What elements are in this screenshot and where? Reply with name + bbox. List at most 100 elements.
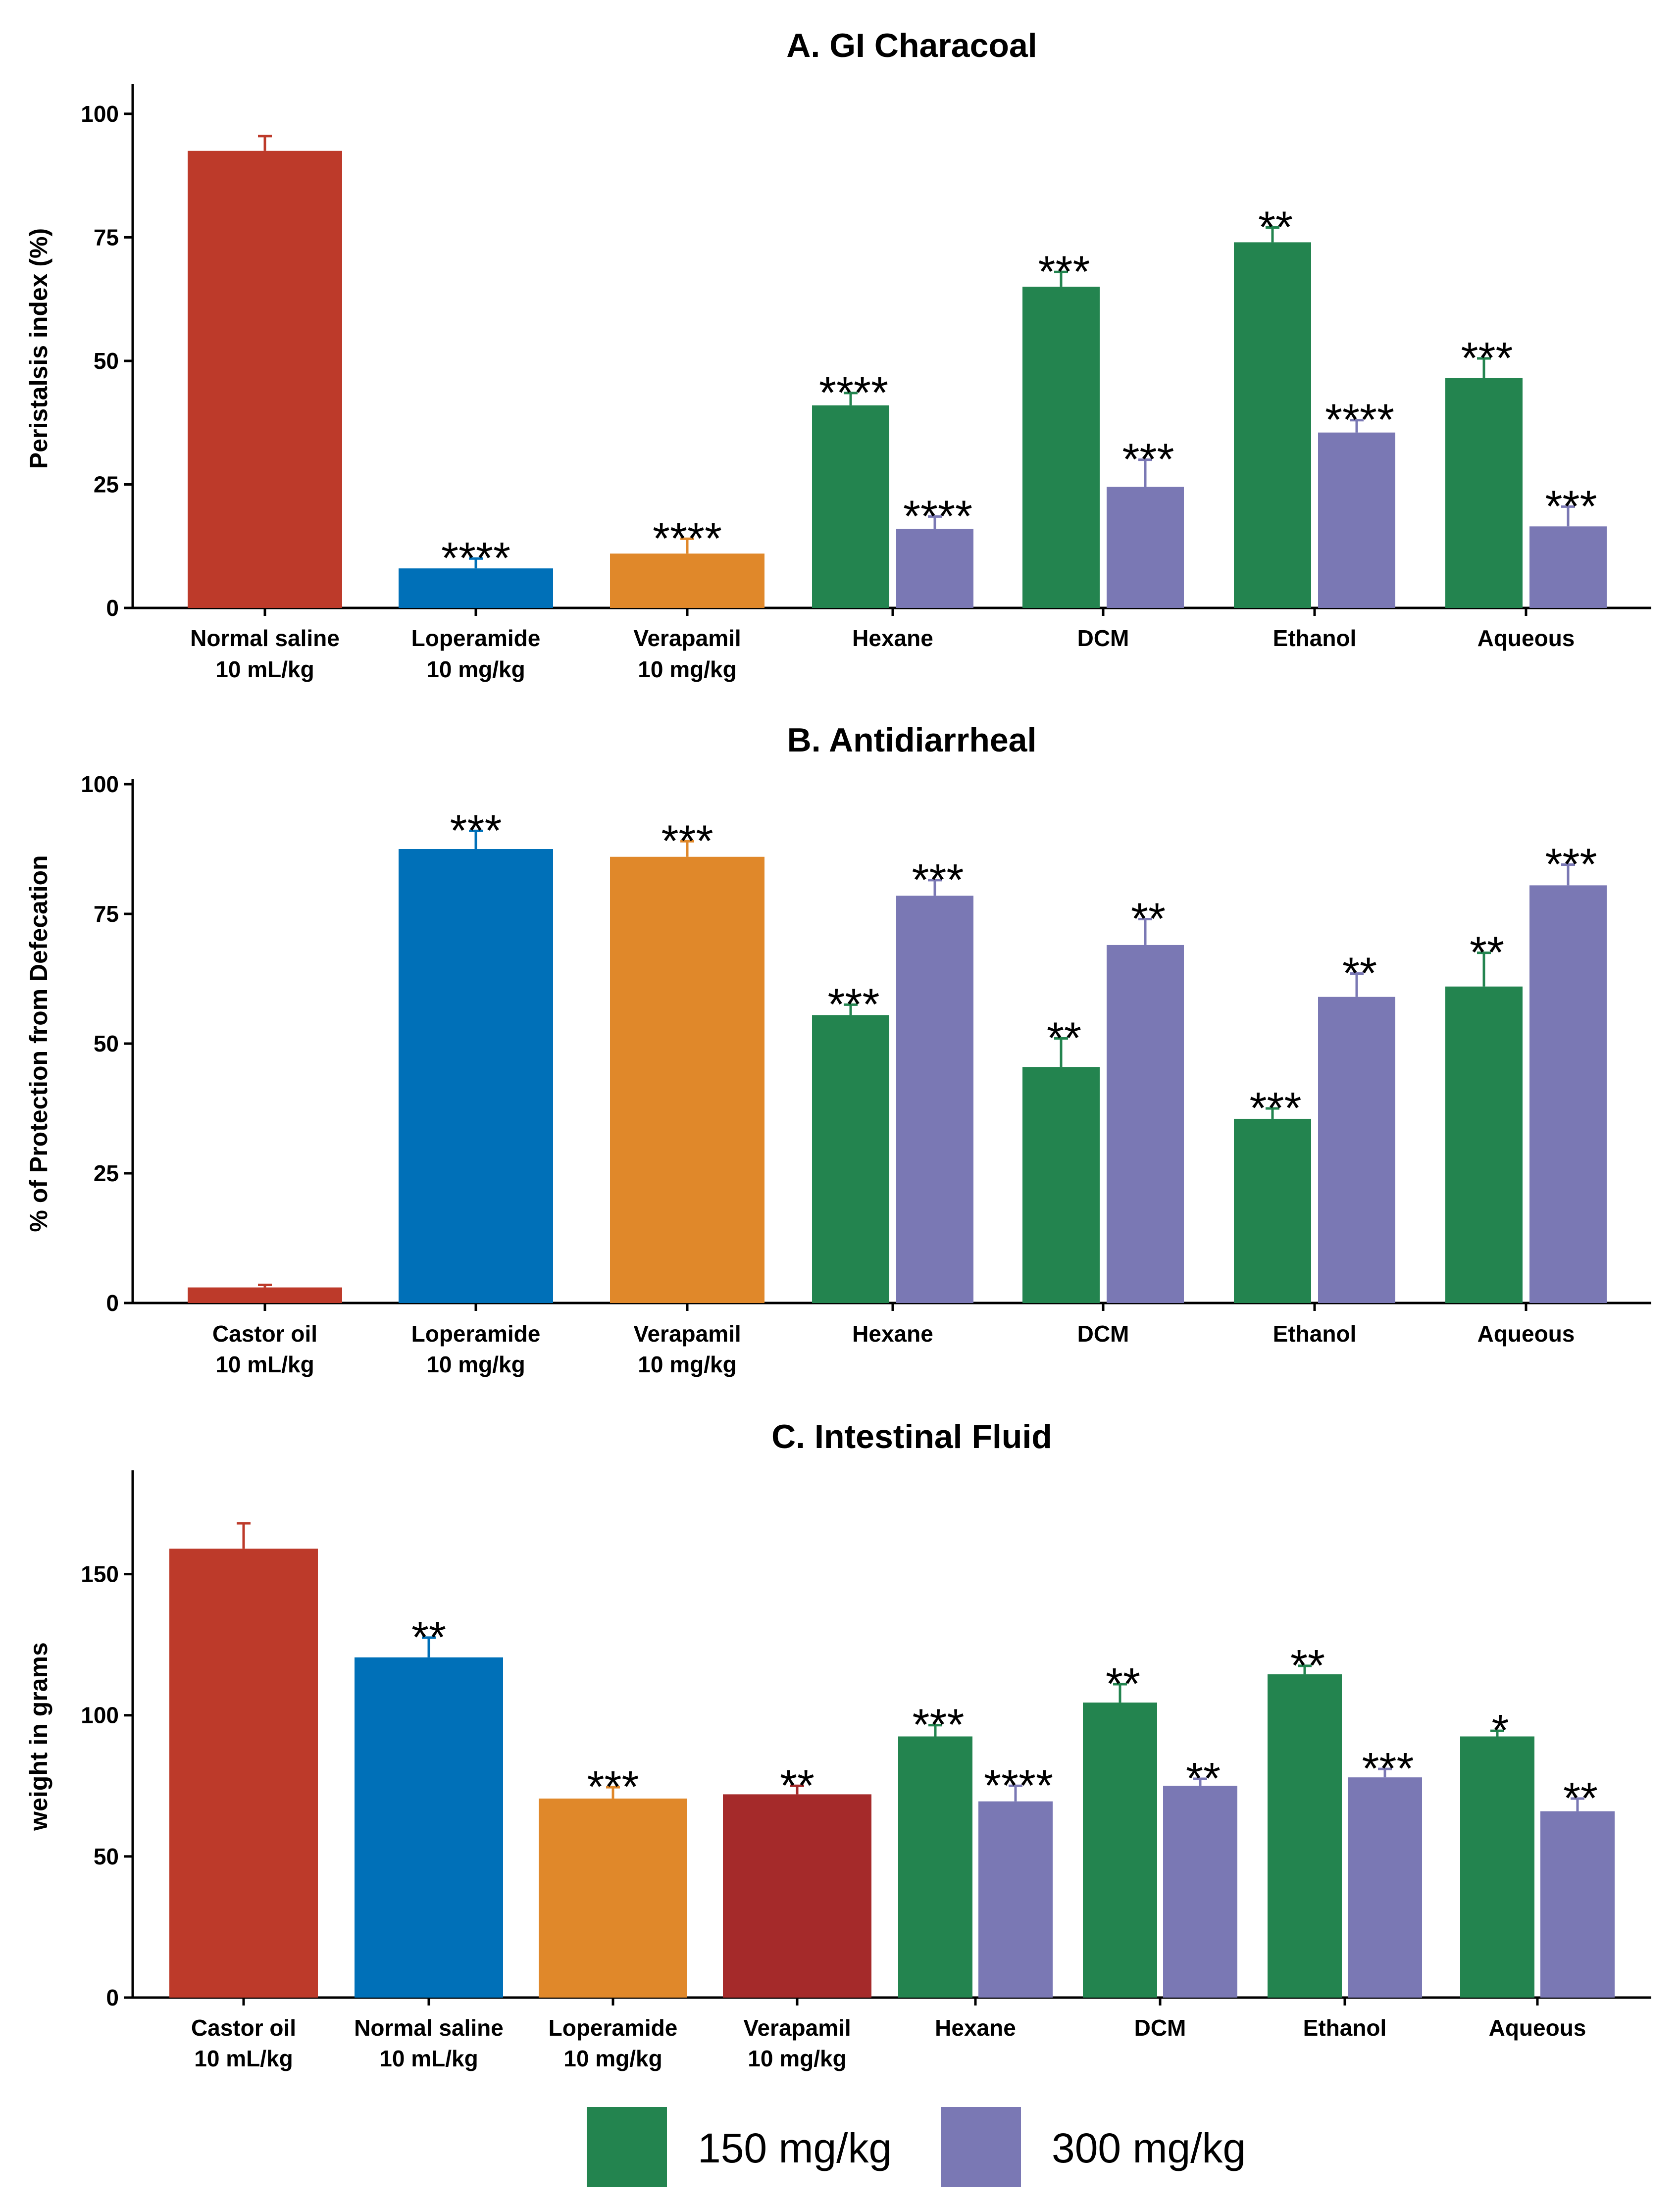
legend: 150 mg/kg 300 mg/kg	[587, 2107, 1246, 2187]
category-label-line: 10 mg/kg	[563, 2046, 662, 2071]
y-tick-label: 150	[81, 1561, 119, 1587]
bar	[355, 1657, 503, 1998]
significance-label: ***	[827, 980, 879, 1029]
y-tick-label: 75	[94, 224, 119, 250]
bar	[1022, 287, 1100, 608]
significance-label: ***	[587, 1762, 639, 1812]
bar	[539, 1798, 687, 1998]
bar	[1460, 1736, 1534, 1998]
y-tick-label: 25	[94, 1160, 119, 1186]
category-label-line: Ethanol	[1273, 625, 1357, 651]
panel-title: B. Antidiarrheal	[787, 721, 1037, 759]
category-label-line: Aqueous	[1477, 625, 1575, 651]
bar	[610, 553, 764, 608]
category-label: Castor oil 10 mL/kg	[191, 2015, 296, 2071]
bar	[1318, 432, 1395, 608]
bar	[1445, 986, 1523, 1303]
category-label-line: 10 mg/kg	[638, 1352, 736, 1377]
legend-swatch	[587, 2107, 667, 2187]
significance-label: ***	[1545, 840, 1597, 889]
y-axis-label: weight in grams	[25, 1642, 52, 1831]
y-tick-label: 0	[106, 595, 119, 621]
bar	[723, 1794, 871, 1998]
bar	[399, 568, 553, 608]
significance-label: ****	[441, 534, 510, 583]
category-label-line: 10 mg/kg	[426, 656, 525, 682]
category-label-line: Normal saline	[190, 625, 340, 651]
significance-label: ***	[1122, 435, 1174, 485]
category-label-line: Verapamil	[743, 2015, 851, 2041]
category-label-line: DCM	[1077, 625, 1129, 651]
category-label-line: 10 mg/kg	[638, 656, 736, 682]
bar	[169, 1549, 318, 1998]
category-label: Ethanol	[1273, 1321, 1357, 1347]
significance-label: ***	[1545, 482, 1597, 531]
bar	[1083, 1703, 1157, 1998]
category-label: Hexane	[935, 2015, 1016, 2041]
panel-title: C. Intestinal Fluid	[771, 1418, 1052, 1455]
bar	[898, 1736, 972, 1998]
significance-label: ***	[1362, 1744, 1414, 1794]
significance-label: ***	[450, 806, 502, 855]
significance-label: **	[1106, 1659, 1140, 1709]
bar	[1348, 1777, 1422, 1998]
panel-3: C. Intestinal Fluid weight in grams 0 50 100…	[25, 1418, 1651, 2071]
category-label: Aqueous	[1477, 1321, 1575, 1347]
significance-label: **	[1047, 1014, 1081, 1063]
y-tick-label: 50	[94, 348, 119, 374]
category-label: Ethanol	[1303, 2015, 1387, 2041]
legend-label: 150 mg/kg	[698, 2125, 892, 2171]
category-label-line: 10 mg/kg	[748, 2046, 846, 2071]
category-label-line: Hexane	[852, 1321, 933, 1347]
category-label-line: 10 mL/kg	[379, 2046, 478, 2071]
category-label: Verapamil 10 mg/kg	[743, 2015, 851, 2071]
category-label-line: 10 mL/kg	[215, 656, 314, 682]
bar-group: DCM ** **	[1083, 1659, 1237, 2041]
category-label: Normal saline 10 mL/kg	[354, 2015, 504, 2071]
bar-group: DCM ** **	[1022, 894, 1184, 1347]
significance-label: ***	[661, 816, 713, 866]
significance-label: ***	[912, 1701, 964, 1750]
bar-group: DCM *** ***	[1022, 247, 1184, 651]
category-label-line: Loperamide	[411, 625, 541, 651]
significance-label: **	[1290, 1641, 1325, 1691]
significance-label: **	[780, 1761, 815, 1810]
category-label: Verapamil 10 mg/kg	[633, 625, 741, 682]
bar	[188, 150, 342, 608]
bar	[1107, 487, 1184, 608]
legend-swatch	[941, 2107, 1021, 2187]
category-label: Castor oil 10 mL/kg	[212, 1321, 317, 1377]
bar	[1529, 526, 1607, 608]
category-label-line: 10 mL/kg	[215, 1352, 314, 1377]
significance-label: **	[1131, 894, 1166, 944]
y-tick-label: 75	[94, 901, 119, 927]
bar-group: Verapamil 10 mg/kg **	[723, 1761, 871, 2071]
significance-label: **	[1258, 202, 1293, 252]
significance-label: ***	[1461, 334, 1513, 383]
category-label-line: Aqueous	[1489, 2015, 1586, 2041]
significance-label: ****	[1325, 396, 1394, 445]
bar-group: Aqueous *** ***	[1445, 334, 1607, 651]
bar-group: Loperamide 10 mg/kg ***	[399, 806, 553, 1377]
category-label: Ethanol	[1273, 625, 1357, 651]
significance-label: ****	[819, 368, 888, 418]
bar-group: Aqueous***	[1460, 1706, 1615, 2041]
category-label: Verapamil 10 mg/kg	[633, 1321, 741, 1377]
bar-group: Hexane **** ****	[812, 368, 973, 651]
y-tick-label: 50	[94, 1844, 119, 1869]
y-tick-label: 0	[106, 1985, 119, 2010]
bar	[896, 896, 973, 1303]
bar-group: Normal saline 10 mL/kg	[188, 135, 342, 682]
bar	[1540, 1811, 1615, 1998]
significance-label: **	[1342, 949, 1377, 999]
category-label-line: 10 mL/kg	[194, 2046, 293, 2071]
category-label-line: Castor oil	[212, 1321, 317, 1347]
y-tick-label: 25	[94, 471, 119, 497]
bar-group: Ethanol*****	[1268, 1641, 1422, 2041]
bar	[610, 856, 764, 1303]
significance-label: *	[1491, 1706, 1509, 1755]
bar-group: Hexane *** ***	[812, 855, 973, 1347]
bar	[1163, 1786, 1237, 1998]
bar-group: Ethanol*****	[1234, 949, 1395, 1347]
